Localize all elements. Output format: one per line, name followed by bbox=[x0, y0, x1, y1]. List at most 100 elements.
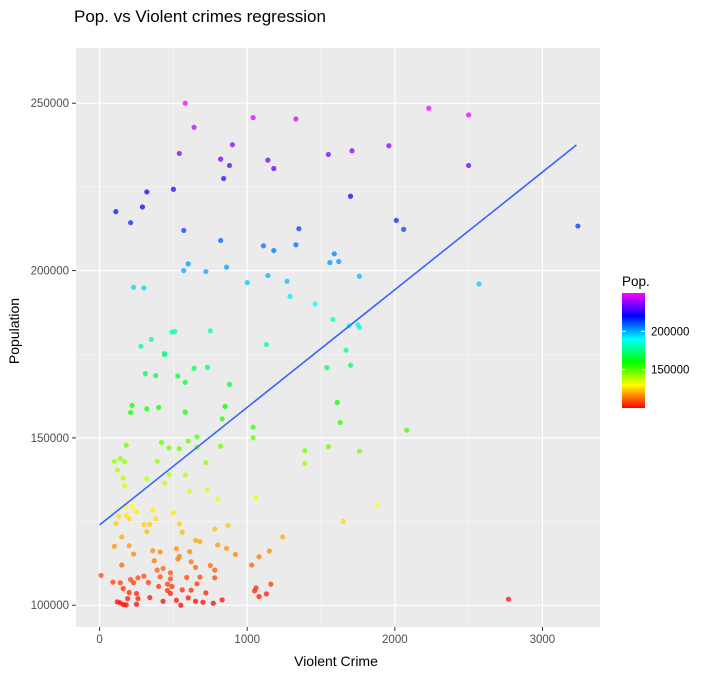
data-point bbox=[147, 594, 153, 601]
data-point bbox=[116, 513, 122, 519]
data-point bbox=[325, 444, 332, 450]
data-point bbox=[141, 285, 147, 291]
data-point bbox=[111, 458, 117, 464]
data-point bbox=[166, 472, 172, 478]
data-point bbox=[125, 595, 131, 602]
data-point bbox=[141, 573, 147, 579]
data-point bbox=[271, 165, 277, 172]
data-point bbox=[175, 373, 181, 379]
data-point bbox=[263, 341, 270, 348]
data-point bbox=[119, 534, 125, 540]
data-point bbox=[179, 587, 185, 593]
data-point bbox=[334, 399, 340, 406]
data-point bbox=[114, 467, 120, 473]
data-point bbox=[194, 434, 200, 440]
data-point bbox=[466, 162, 472, 169]
data-point bbox=[356, 324, 363, 331]
data-point bbox=[128, 409, 134, 416]
data-point bbox=[151, 558, 157, 564]
data-point bbox=[476, 281, 482, 287]
data-point bbox=[126, 516, 132, 522]
data-point bbox=[204, 487, 210, 493]
data-point bbox=[133, 508, 140, 515]
data-point bbox=[221, 175, 227, 182]
data-point bbox=[197, 539, 203, 545]
data-point bbox=[207, 328, 213, 334]
data-point bbox=[331, 251, 337, 257]
data-point bbox=[144, 529, 150, 535]
data-points bbox=[98, 100, 581, 608]
data-point bbox=[139, 204, 146, 210]
data-point bbox=[128, 220, 134, 226]
data-point bbox=[188, 559, 194, 565]
data-point bbox=[154, 458, 160, 464]
data-point bbox=[218, 237, 224, 244]
data-point bbox=[226, 381, 233, 387]
data-point bbox=[250, 115, 256, 121]
data-point bbox=[312, 301, 318, 307]
data-point bbox=[256, 554, 262, 560]
data-point bbox=[404, 427, 410, 433]
data-point bbox=[340, 518, 346, 524]
data-point bbox=[347, 362, 354, 368]
data-point bbox=[182, 379, 188, 385]
data-point bbox=[374, 502, 380, 508]
data-point bbox=[138, 343, 144, 349]
data-point bbox=[232, 551, 239, 557]
regression-line bbox=[99, 144, 577, 526]
data-point bbox=[426, 105, 432, 111]
data-point bbox=[129, 402, 135, 409]
data-point bbox=[215, 496, 221, 502]
data-point bbox=[249, 562, 255, 568]
legend-ticks: 150000 200000 bbox=[622, 326, 689, 377]
data-point bbox=[222, 403, 228, 410]
data-point bbox=[144, 476, 150, 482]
x-axis-title: Violent Crime bbox=[294, 653, 378, 669]
data-point bbox=[156, 583, 162, 590]
data-point bbox=[287, 293, 293, 299]
data-point bbox=[223, 264, 230, 270]
data-point bbox=[179, 529, 185, 535]
data-point bbox=[157, 574, 163, 580]
data-point bbox=[126, 543, 132, 549]
data-point bbox=[280, 534, 286, 540]
major-gridlines bbox=[76, 48, 600, 627]
data-point bbox=[176, 150, 182, 157]
data-point bbox=[263, 591, 270, 597]
data-point bbox=[302, 461, 308, 467]
data-point bbox=[293, 116, 299, 122]
data-point bbox=[212, 575, 218, 581]
data-point bbox=[170, 186, 177, 192]
y-tick-label: 100000 bbox=[31, 600, 69, 612]
data-point bbox=[219, 416, 225, 422]
data-point bbox=[192, 537, 199, 543]
data-point bbox=[185, 595, 191, 601]
data-point bbox=[185, 261, 191, 267]
data-point bbox=[128, 576, 134, 583]
data-point bbox=[153, 516, 159, 522]
data-point bbox=[187, 488, 193, 495]
data-point bbox=[123, 442, 129, 448]
data-point bbox=[176, 521, 182, 527]
data-point bbox=[229, 142, 236, 148]
x-tick-label: 3000 bbox=[530, 634, 556, 646]
data-point bbox=[113, 520, 119, 527]
data-point bbox=[156, 404, 162, 411]
data-point bbox=[129, 503, 135, 509]
plot-panel bbox=[76, 48, 600, 627]
data-point bbox=[336, 258, 342, 265]
data-point bbox=[141, 521, 147, 528]
data-point bbox=[160, 565, 166, 572]
data-point bbox=[157, 549, 163, 555]
data-point bbox=[225, 522, 231, 529]
data-point bbox=[265, 272, 271, 279]
data-point bbox=[265, 157, 271, 163]
data-point bbox=[505, 596, 512, 602]
data-point bbox=[256, 593, 262, 600]
data-point bbox=[244, 280, 250, 286]
data-point bbox=[324, 365, 330, 371]
data-point bbox=[466, 112, 472, 118]
x-axis: 0 1000 2000 3000 bbox=[96, 627, 555, 646]
data-point bbox=[200, 599, 206, 605]
data-point bbox=[343, 347, 349, 353]
